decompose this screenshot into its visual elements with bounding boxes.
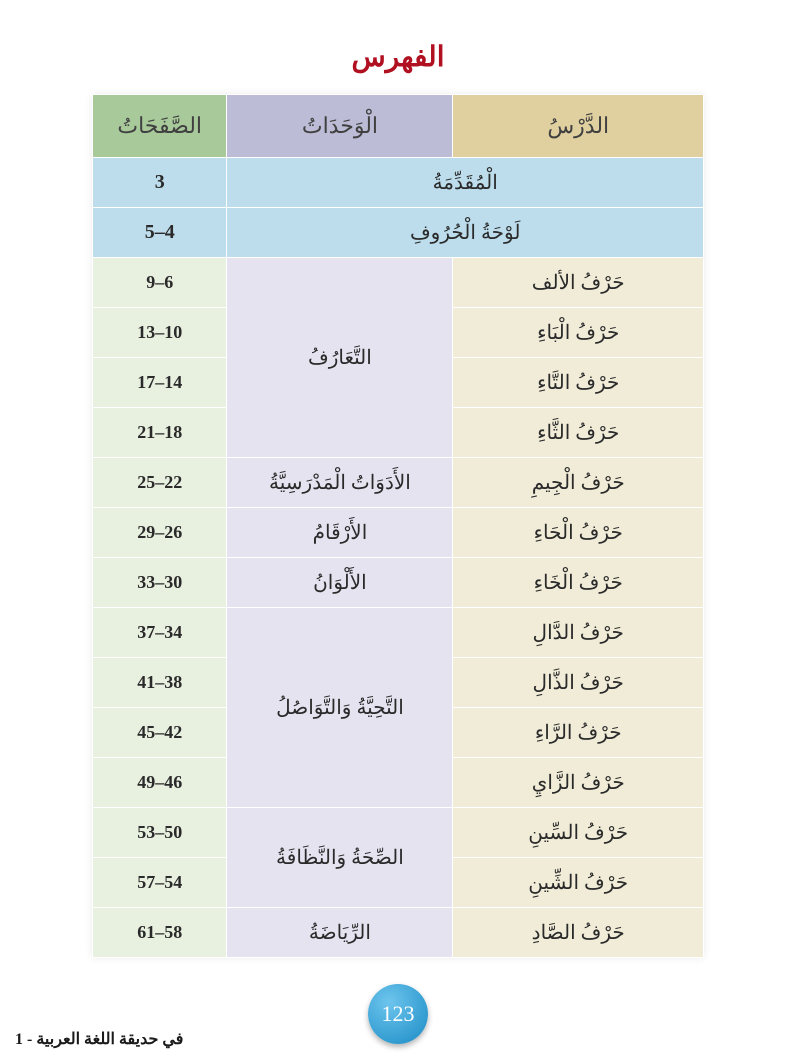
- table-row: 61–58الرِّيَاضَةُحَرْفُ الصَّادِ: [93, 908, 704, 958]
- pages-cell: 57–54: [93, 858, 227, 908]
- table-row: 29–26الأَرْقَامُحَرْفُ الْحَاءِ: [93, 508, 704, 558]
- intro-label-cell: الْمُقَدِّمَةُ: [227, 158, 704, 208]
- pages-cell: 9–6: [93, 258, 227, 308]
- lesson-cell: حَرْفُ الدَّالِ: [453, 608, 704, 658]
- table-row: 9–6التَّعَارُفُحَرْفُ الألف: [93, 258, 704, 308]
- pages-cell: 13–10: [93, 308, 227, 358]
- page-title: الفهرس: [0, 40, 796, 74]
- lesson-cell: حَرْفُ التَّاءِ: [453, 358, 704, 408]
- intro-row: 3الْمُقَدِّمَةُ: [93, 158, 704, 208]
- pages-cell: 45–42: [93, 708, 227, 758]
- pages-cell: 41–38: [93, 658, 227, 708]
- pages-cell: 21–18: [93, 408, 227, 458]
- lesson-cell: حَرْفُ السِّينِ: [453, 808, 704, 858]
- lesson-cell: حَرْفُ الزَّايِ: [453, 758, 704, 808]
- pages-cell: 3: [93, 158, 227, 208]
- table-row: 53–50الصِّحَةُ وَالنَّظَافَةُحَرْفُ السِ…: [93, 808, 704, 858]
- lesson-cell: حَرْفُ الألف: [453, 258, 704, 308]
- header-lesson: الدَّرْسُ: [453, 95, 704, 158]
- pages-cell: 61–58: [93, 908, 227, 958]
- unit-cell: الرِّيَاضَةُ: [227, 908, 453, 958]
- lesson-cell: حَرْفُ الصَّادِ: [453, 908, 704, 958]
- pages-cell: 25–22: [93, 458, 227, 508]
- unit-cell: الصِّحَةُ وَالنَّظَافَةُ: [227, 808, 453, 908]
- lesson-cell: حَرْفُ الْبَاءِ: [453, 308, 704, 358]
- header-row: الصَّفَحَاتُ الْوَحَدَاتُ الدَّرْسُ: [93, 95, 704, 158]
- pages-cell: 49–46: [93, 758, 227, 808]
- lesson-cell: حَرْفُ الذَّالِ: [453, 658, 704, 708]
- table-row: 25–22الأَدَوَاتُ الْمَدْرَسِيَّةُحَرْفُ …: [93, 458, 704, 508]
- pages-cell: 17–14: [93, 358, 227, 408]
- toc-table-container: الصَّفَحَاتُ الْوَحَدَاتُ الدَّرْسُ 3الْ…: [92, 94, 704, 958]
- lesson-cell: حَرْفُ الشِّينِ: [453, 858, 704, 908]
- unit-cell: التَّعَارُفُ: [227, 258, 453, 458]
- lesson-cell: حَرْفُ الْخَاءِ: [453, 558, 704, 608]
- unit-cell: الأَلْوَانُ: [227, 558, 453, 608]
- intro-label-cell: لَوْحَةُ الْحُرُوفِ: [227, 208, 704, 258]
- lesson-cell: حَرْفُ الرَّاءِ: [453, 708, 704, 758]
- header-pages: الصَّفَحَاتُ: [93, 95, 227, 158]
- lesson-cell: حَرْفُ الْحَاءِ: [453, 508, 704, 558]
- table-row: 37–34التَّحِيَّةُ وَالتَّوَاصُلُحَرْفُ ا…: [93, 608, 704, 658]
- unit-cell: الأَرْقَامُ: [227, 508, 453, 558]
- table-row: 33–30الأَلْوَانُحَرْفُ الْخَاءِ: [93, 558, 704, 608]
- unit-cell: الأَدَوَاتُ الْمَدْرَسِيَّةُ: [227, 458, 453, 508]
- lesson-cell: حَرْفُ الثَّاءِ: [453, 408, 704, 458]
- intro-row: 5–4لَوْحَةُ الْحُرُوفِ: [93, 208, 704, 258]
- unit-cell: التَّحِيَّةُ وَالتَّوَاصُلُ: [227, 608, 453, 808]
- page-number-badge: 123: [368, 984, 428, 1044]
- toc-table: الصَّفَحَاتُ الْوَحَدَاتُ الدَّرْسُ 3الْ…: [92, 94, 704, 958]
- footer-text: في حديقة اللغة العربية - 1: [15, 1029, 183, 1049]
- header-units: الْوَحَدَاتُ: [227, 95, 453, 158]
- pages-cell: 37–34: [93, 608, 227, 658]
- pages-cell: 33–30: [93, 558, 227, 608]
- pages-cell: 29–26: [93, 508, 227, 558]
- pages-cell: 5–4: [93, 208, 227, 258]
- lesson-cell: حَرْفُ الْجِيمِ: [453, 458, 704, 508]
- pages-cell: 53–50: [93, 808, 227, 858]
